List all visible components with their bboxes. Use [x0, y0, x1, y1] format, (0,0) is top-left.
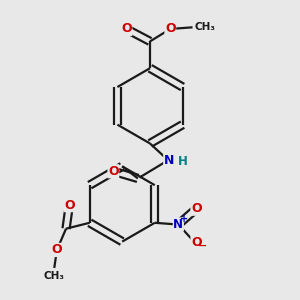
Text: O: O [121, 22, 132, 35]
Text: O: O [165, 22, 175, 35]
Text: O: O [191, 202, 202, 215]
Text: N: N [164, 154, 174, 167]
Text: CH₃: CH₃ [44, 271, 65, 281]
Text: O: O [191, 236, 202, 249]
Text: −: − [198, 241, 207, 251]
Text: H: H [178, 155, 188, 168]
Text: O: O [52, 243, 62, 256]
Text: N: N [173, 218, 183, 231]
Text: CH₃: CH₃ [194, 22, 215, 32]
Text: O: O [108, 165, 119, 178]
Text: O: O [64, 199, 75, 212]
Text: +: + [179, 214, 188, 224]
